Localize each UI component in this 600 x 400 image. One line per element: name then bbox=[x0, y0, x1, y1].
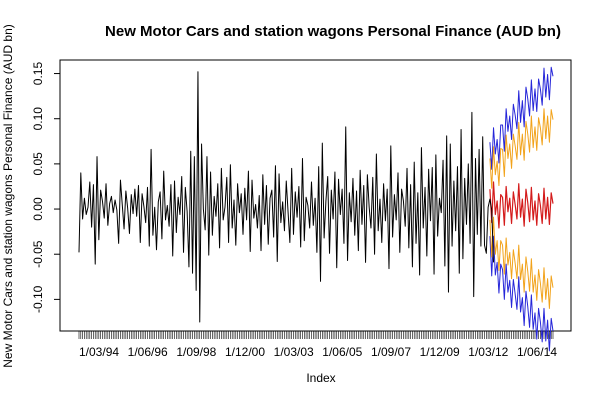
x-tick-label: 1/06/14 bbox=[517, 345, 557, 359]
x-axis: 1/03/94 1/06/96 1/09/98 1/12/00 1/03/03 1/06/… bbox=[78, 330, 557, 359]
y-axis: -0.10 -0.05 0.00 0.05 0.10 0.15 bbox=[31, 62, 61, 313]
plot-lines bbox=[78, 66, 554, 352]
x-tick-label: 1/03/94 bbox=[79, 345, 119, 359]
lower-80-line bbox=[489, 216, 554, 309]
y-tick-label: 0.10 bbox=[31, 107, 45, 131]
forecast-mean-line bbox=[489, 181, 554, 229]
y-tick-label: -0.05 bbox=[31, 240, 45, 268]
x-axis-label: Index bbox=[306, 371, 335, 385]
y-tick-label: 0.05 bbox=[31, 152, 45, 176]
y-tick-label: 0.00 bbox=[31, 197, 45, 221]
upper-80-line bbox=[489, 108, 554, 189]
x-tick-label: 1/09/98 bbox=[176, 345, 216, 359]
y-axis-label: New Motor Cars and station wagons Person… bbox=[1, 24, 15, 368]
x-tick-label: 1/09/07 bbox=[371, 345, 411, 359]
x-tick-label: 1/12/00 bbox=[225, 345, 265, 359]
x-tick-label: 1/03/03 bbox=[274, 345, 314, 359]
x-tick-label: 1/06/05 bbox=[322, 345, 362, 359]
upper-95-line bbox=[489, 66, 554, 170]
history-series-line bbox=[78, 71, 495, 323]
chart-title: New Motor Cars and station wagons Person… bbox=[105, 23, 561, 40]
x-tick-label: 1/06/96 bbox=[128, 345, 168, 359]
y-tick-label: -0.10 bbox=[31, 285, 45, 313]
lower-95-line bbox=[489, 235, 554, 352]
x-tick-label: 1/12/09 bbox=[420, 345, 460, 359]
y-tick-label: 0.15 bbox=[31, 62, 45, 86]
x-tick-label: 1/03/12 bbox=[468, 345, 508, 359]
